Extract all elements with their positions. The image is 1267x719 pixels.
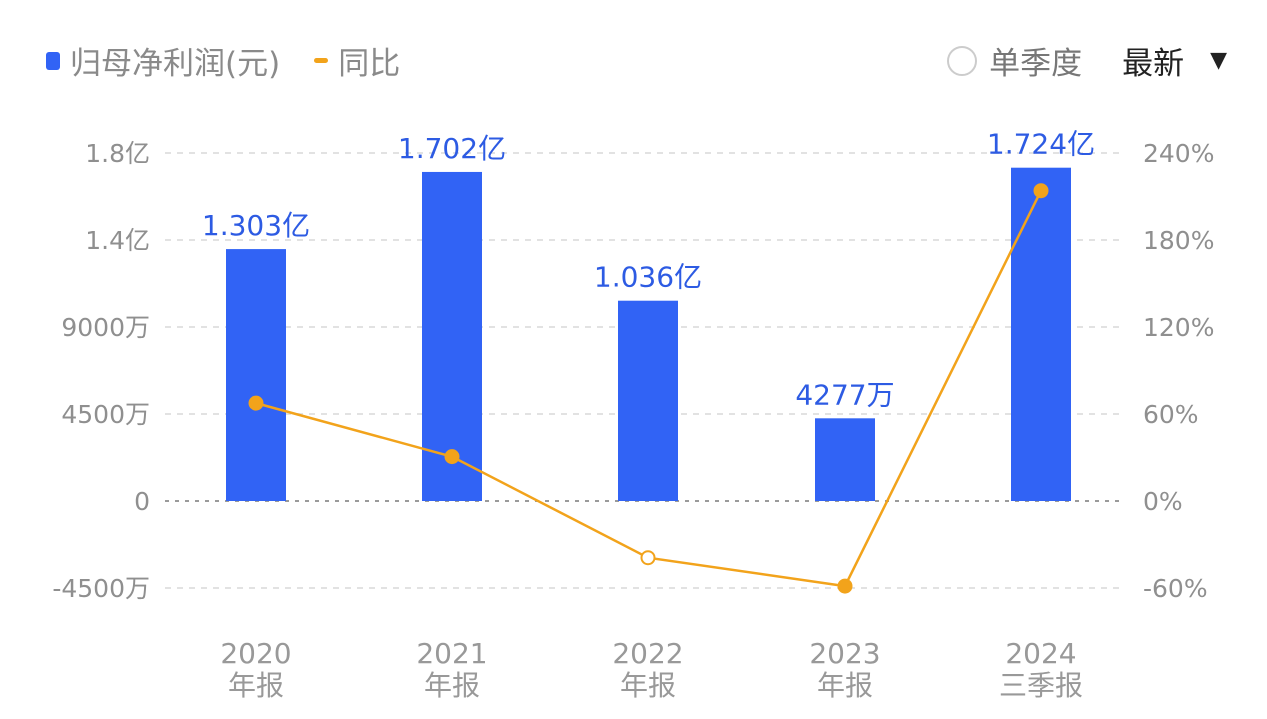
bar xyxy=(422,171,482,502)
right-tick-label: 240% xyxy=(1143,139,1214,168)
right-tick-label: 0% xyxy=(1143,487,1183,516)
yoy-point xyxy=(1033,183,1049,199)
quarter-label[interactable]: 单季度 xyxy=(989,46,1083,82)
legend-line-swatch xyxy=(314,58,329,63)
controls: 单季度 最新 ▼ xyxy=(947,38,1227,83)
bar-data-label: 1.303亿 xyxy=(202,209,310,242)
yoy-point xyxy=(444,449,460,465)
bar xyxy=(226,249,286,501)
right-tick-label: -60% xyxy=(1143,574,1208,603)
left-tick-label: -4500万 xyxy=(52,574,150,603)
yoy-point xyxy=(640,550,656,566)
x-tick-label: 年报 xyxy=(817,669,873,702)
legend: 归母净利润(元) 同比 xyxy=(46,38,400,83)
yoy-point xyxy=(837,578,853,594)
left-tick-label: 9000万 xyxy=(61,313,150,342)
bar-data-label: 1.702亿 xyxy=(398,132,506,165)
x-tick-label: 年报 xyxy=(620,669,676,702)
x-tick-label: 年报 xyxy=(228,669,284,702)
triangle-down-icon[interactable]: ▼ xyxy=(1210,48,1227,73)
bar xyxy=(1011,167,1071,501)
bar-data-label: 1.724亿 xyxy=(987,128,1095,161)
quarter-radio[interactable] xyxy=(947,45,978,76)
right-tick-label: 120% xyxy=(1143,313,1214,342)
left-tick-label: 1.8亿 xyxy=(85,139,150,168)
x-tick-label: 年报 xyxy=(424,669,480,702)
left-tick-label: 0 xyxy=(134,487,150,516)
bar xyxy=(815,418,875,501)
left-tick-label: 4500万 xyxy=(61,400,150,429)
x-tick-label: 2024 xyxy=(1005,637,1076,670)
x-tick-label: 2023 xyxy=(809,637,880,670)
x-tick-label: 2021 xyxy=(416,637,487,670)
bar-data-label: 1.036亿 xyxy=(594,261,702,294)
x-tick-label: 2022 xyxy=(612,637,683,670)
legend-bar-swatch xyxy=(46,51,60,70)
right-tick-label: 60% xyxy=(1143,400,1199,429)
legend-line-label: 同比 xyxy=(338,46,401,82)
right-tick-label: 180% xyxy=(1143,226,1214,255)
legend-bar-label: 归母净利润(元) xyxy=(70,46,281,82)
x-tick-label: 三季报 xyxy=(999,669,1083,702)
left-tick-label: 1.4亿 xyxy=(85,226,150,255)
x-tick-label: 2020 xyxy=(220,637,291,670)
bar-data-label: 4277万 xyxy=(795,378,894,411)
yoy-point xyxy=(248,395,264,411)
bar xyxy=(618,300,678,501)
period-dropdown[interactable]: 最新 xyxy=(1122,46,1185,82)
